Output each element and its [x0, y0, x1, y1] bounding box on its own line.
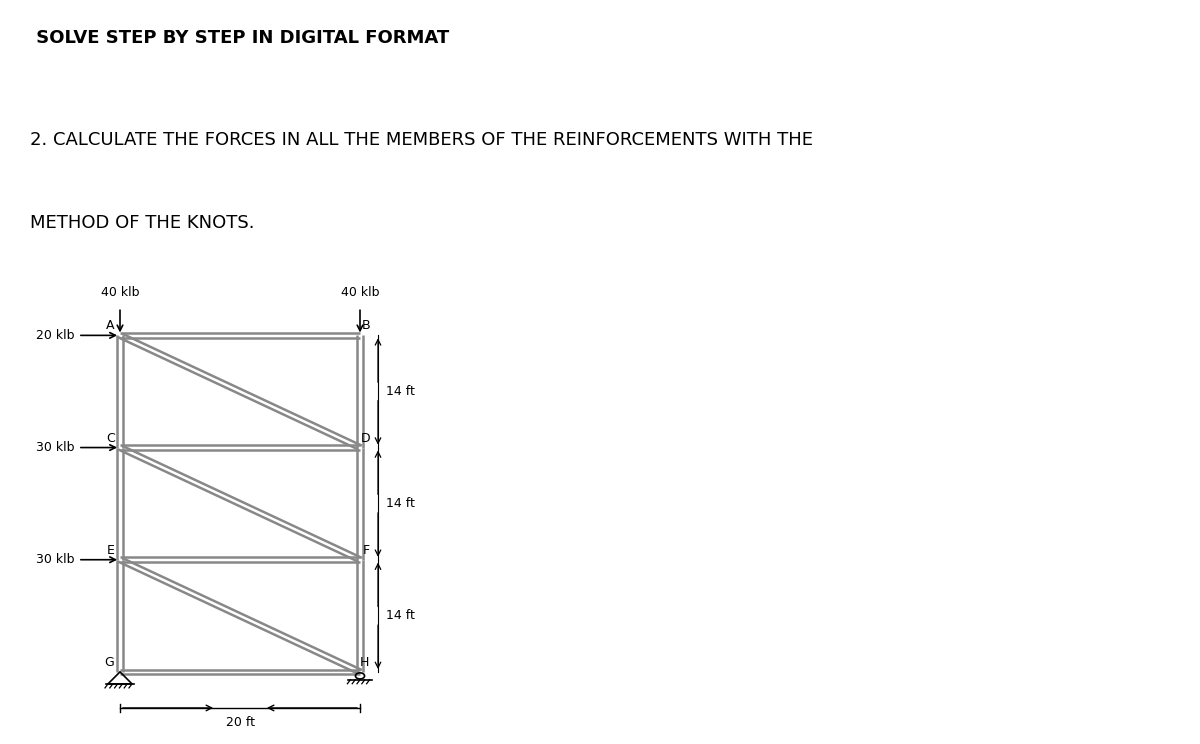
Text: 14 ft: 14 ft	[386, 497, 415, 510]
Text: A: A	[106, 319, 115, 332]
Text: F: F	[362, 545, 370, 557]
Text: 30 klb: 30 klb	[36, 441, 74, 454]
Text: 14 ft: 14 ft	[386, 385, 415, 398]
Text: 20 ft: 20 ft	[226, 716, 254, 729]
Text: 14 ft: 14 ft	[386, 609, 415, 622]
Text: B: B	[361, 319, 371, 332]
Text: E: E	[107, 545, 114, 557]
Text: H: H	[360, 656, 370, 670]
Text: 40 klb: 40 klb	[101, 286, 139, 299]
Text: 20 klb: 20 klb	[36, 329, 74, 342]
Text: SOLVE STEP BY STEP IN DIGITAL FORMAT: SOLVE STEP BY STEP IN DIGITAL FORMAT	[30, 28, 449, 47]
Text: 40 klb: 40 klb	[341, 286, 379, 299]
Text: 2. CALCULATE THE FORCES IN ALL THE MEMBERS OF THE REINFORCEMENTS WITH THE: 2. CALCULATE THE FORCES IN ALL THE MEMBE…	[30, 131, 814, 149]
Text: 30 klb: 30 klb	[36, 554, 74, 566]
Text: C: C	[106, 432, 115, 445]
Text: D: D	[361, 432, 371, 445]
Text: G: G	[104, 656, 114, 670]
Text: METHOD OF THE KNOTS.: METHOD OF THE KNOTS.	[30, 214, 254, 232]
